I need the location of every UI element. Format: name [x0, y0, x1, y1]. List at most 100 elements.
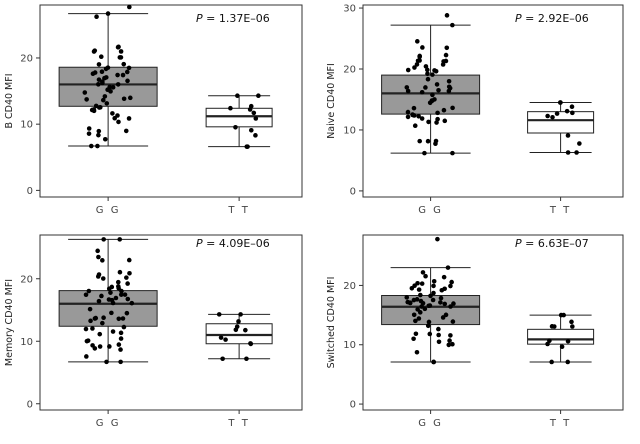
data-point: [430, 72, 435, 77]
y-tick-label: 0: [350, 400, 356, 411]
data-point: [115, 72, 120, 78]
data-point: [438, 300, 443, 305]
data-point: [107, 344, 112, 349]
data-point: [117, 237, 123, 242]
data-point: [433, 138, 439, 144]
data-point: [550, 115, 555, 120]
data-point: [422, 150, 427, 156]
data-point: [96, 82, 101, 87]
data-point: [436, 326, 441, 332]
iqr-box: [58, 290, 158, 327]
data-point: [435, 236, 440, 242]
group-gg: G G: [58, 4, 158, 216]
data-point: [412, 65, 417, 70]
data-point: [118, 330, 124, 336]
data-point: [115, 44, 121, 50]
data-point: [565, 359, 571, 365]
data-point: [223, 337, 228, 342]
data-point: [415, 307, 420, 312]
data-point: [253, 116, 259, 121]
data-point: [448, 283, 453, 289]
data-point: [435, 116, 440, 122]
y-tick-label: 0: [27, 186, 33, 197]
data-point: [430, 92, 435, 98]
data-point: [96, 254, 101, 260]
data-point: [436, 332, 441, 338]
x-tick-label: T T: [549, 205, 571, 216]
iqr-box: [527, 328, 595, 345]
data-point: [110, 111, 115, 116]
iqr-box: [205, 107, 273, 128]
data-point: [110, 300, 116, 306]
iqr-box: [527, 111, 595, 134]
data-point: [100, 276, 106, 281]
panel-frame: [362, 234, 624, 411]
data-point: [436, 87, 441, 93]
data-point: [90, 326, 95, 331]
data-point: [422, 306, 428, 312]
data-point: [95, 143, 100, 149]
data-point: [105, 11, 111, 16]
data-point: [121, 61, 127, 67]
data-point: [103, 75, 109, 80]
data-point: [561, 312, 566, 318]
data-point: [450, 105, 455, 111]
x-tick-label: G G: [96, 418, 121, 429]
data-point: [431, 359, 437, 365]
group-tt: T T: [205, 93, 273, 216]
p-value-annotation: P = 1.37E–06: [196, 12, 270, 25]
data-point: [569, 104, 575, 110]
panel-frame: [39, 4, 303, 198]
data-point: [450, 22, 455, 28]
data-point: [574, 150, 579, 155]
data-point: [126, 257, 132, 263]
data-point: [125, 296, 131, 302]
data-point: [427, 331, 433, 337]
y-tick-label: 0: [350, 186, 356, 197]
data-point: [444, 13, 450, 18]
y-axis-label: Memory CD40 MFI: [4, 279, 15, 366]
y-tick-label: 0: [27, 399, 33, 410]
data-point: [431, 283, 436, 289]
data-point: [122, 292, 128, 297]
data-point: [417, 138, 423, 144]
data-point: [112, 115, 118, 121]
data-point: [118, 49, 124, 54]
data-point: [554, 111, 560, 116]
data-point: [105, 65, 111, 70]
data-point: [248, 341, 253, 346]
p-value-annotation: P = 2.92E–06: [515, 12, 589, 25]
data-point: [545, 341, 550, 347]
data-point: [565, 133, 571, 138]
data-point: [124, 310, 130, 316]
p-symbol: P: [515, 12, 522, 25]
data-point: [96, 128, 102, 134]
data-point: [110, 329, 116, 334]
p-value-text: = 6.63E–07: [522, 237, 589, 250]
data-point: [549, 359, 554, 365]
data-point: [88, 318, 93, 324]
data-point: [423, 64, 429, 69]
data-point: [120, 316, 126, 321]
data-point: [233, 327, 239, 333]
data-point: [96, 272, 102, 277]
data-point: [113, 295, 119, 301]
panel-frame: [39, 234, 303, 411]
data-point: [251, 110, 257, 116]
data-point: [428, 293, 433, 299]
data-point: [115, 279, 121, 285]
data-point: [110, 85, 116, 90]
data-point: [427, 303, 433, 308]
data-point: [570, 324, 575, 329]
data-point: [419, 116, 425, 121]
data-point: [442, 301, 448, 307]
data-point: [86, 288, 92, 294]
data-point: [442, 118, 448, 124]
data-point: [407, 300, 413, 306]
data-point: [450, 341, 455, 347]
data-point: [97, 105, 103, 110]
data-point: [218, 335, 224, 340]
y-axis-label: Naive CD40 MFI: [326, 63, 337, 139]
data-point: [125, 78, 130, 84]
data-point: [419, 89, 425, 95]
